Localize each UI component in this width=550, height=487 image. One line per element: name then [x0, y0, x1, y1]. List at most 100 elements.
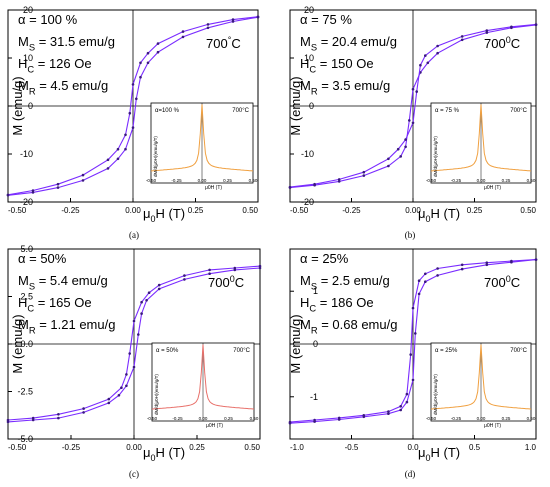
hc-label: HC = 186 Oe	[300, 295, 374, 314]
data-point	[256, 15, 260, 19]
data-point	[399, 405, 403, 408]
data-point	[146, 51, 150, 55]
data-point	[337, 180, 341, 183]
data-point	[6, 420, 10, 424]
x-tick-label: 0.50	[242, 206, 258, 215]
data-point	[485, 29, 489, 32]
inset-derivative-curve	[151, 344, 255, 410]
y-tick-label: 20	[304, 5, 314, 15]
inset-x-tick-label: -0.25	[172, 416, 183, 421]
inset-derivative-curve	[150, 104, 254, 172]
data-point	[206, 26, 210, 30]
data-point	[116, 147, 120, 151]
mr-label: MR = 0.68 emu/g	[300, 317, 397, 336]
data-point	[362, 174, 366, 177]
hysteresis-branch-1	[289, 24, 537, 189]
data-point	[6, 194, 10, 197]
inset-temperature: 700°C	[233, 348, 250, 354]
ms-label: MS = 31.5 emu/g	[18, 34, 115, 53]
ms-label: MS = 5.4 emu/g	[18, 273, 108, 292]
panel-tag: (b)	[405, 230, 416, 240]
y-tick-label: -10	[20, 149, 33, 159]
data-point	[117, 394, 121, 397]
alpha-label: α = 25%	[300, 251, 349, 266]
data-point	[31, 418, 35, 422]
data-point	[137, 333, 140, 336]
y-tick-label: 1	[313, 286, 318, 296]
y-tick-label: 10	[304, 53, 314, 63]
hc-label: HC = 165 Oe	[18, 295, 92, 314]
y-tick-label: 0.0	[20, 339, 33, 349]
data-point	[157, 287, 161, 291]
inset-x-tick-label: -0.50	[147, 416, 158, 421]
inset: α = 50% 700°C dM/d(μ0H)(emu/g/T)-0.50 -0.25…	[147, 342, 259, 429]
data-point	[417, 292, 421, 296]
data-point	[460, 35, 464, 38]
data-point	[56, 182, 60, 186]
data-point	[233, 266, 237, 270]
inset-x-tick-label: -0.25	[451, 178, 462, 183]
x-tick-label: 0.0	[407, 443, 419, 452]
inset-y-label: dM/d(μ0H)(emu/g/T)	[153, 136, 158, 177]
y-axis-label: M (emu/g)	[10, 76, 25, 135]
data-point	[396, 147, 400, 151]
inset-x-label: μ0H (T)	[484, 185, 501, 191]
data-point	[231, 20, 235, 23]
y-tick-label: 10	[23, 53, 33, 63]
x-tick-label: -0.25	[342, 206, 361, 215]
inset-x-tick-label: -0.50	[426, 416, 437, 421]
data-point	[414, 332, 417, 335]
data-point	[139, 61, 142, 65]
inset: α = 75 % 700°C dM/d(μ0H)(emu/g/T)-0.50 -0.2…	[426, 102, 536, 191]
data-point	[147, 291, 151, 295]
data-point	[362, 170, 366, 174]
data-point	[426, 61, 430, 65]
inset-x-tick-label: 0.25	[502, 178, 511, 183]
data-point	[181, 35, 185, 39]
data-point	[510, 25, 513, 29]
data-point	[337, 178, 341, 181]
temperature-label: 7000C	[208, 274, 244, 290]
alpha-label: α = 100 %	[18, 12, 78, 27]
x-tick-label: 0.25	[189, 443, 205, 452]
data-point	[534, 258, 538, 261]
inset-x-tick-label: 0.50	[249, 178, 258, 183]
data-point	[258, 264, 262, 268]
y-axis-label: M (emu/g)	[10, 314, 25, 373]
data-point	[183, 274, 186, 277]
data-point	[106, 158, 110, 162]
x-axis-label: μ0H (T)	[418, 445, 460, 463]
x-tick-label: 0.50	[244, 443, 260, 452]
data-point	[57, 416, 60, 420]
chart-panel-3: -0.50 -0.25 0.00 0.25 0.50 5.0 2.5 0.0 -2.5 -5.0 M…	[6, 244, 262, 479]
data-point	[156, 50, 160, 54]
data-point	[106, 167, 110, 170]
data-point	[405, 392, 409, 396]
data-point	[81, 173, 85, 177]
hysteresis-branch-2	[7, 267, 261, 423]
data-point	[460, 263, 464, 267]
data-point	[404, 138, 407, 141]
y-tick-label: -20	[301, 197, 314, 207]
data-point	[208, 268, 211, 272]
inset-x-tick-label: 0.50	[527, 416, 536, 421]
inset-x-tick-label: -0.50	[426, 178, 437, 183]
data-point	[415, 90, 419, 93]
inset: α=100 % 700°C dM/d(μ0H)(emu/g/T)-0.50 -0.25…	[146, 102, 258, 191]
inset-temperature: 700°C	[510, 108, 527, 114]
y-tick-label: -2.5	[17, 387, 33, 397]
panel-tag: (c)	[129, 469, 139, 479]
data-point	[460, 38, 464, 42]
inset-x-label: μ0H (T)	[206, 423, 223, 429]
chart-panel-4: -1.0 -0.5 0.0 0.5 1.010-1M (emu/g)μ0H (T)α =…	[288, 248, 538, 479]
hc-label: HC = 150 Oe	[300, 56, 374, 75]
inset-temperature: 700°C	[232, 108, 249, 114]
panel-tag: (a)	[129, 230, 139, 240]
inset-title: α = 50%	[156, 348, 179, 354]
alpha-label: α = 75 %	[300, 12, 352, 27]
inset-y-label: dM/d(μ0H)(emu/g/T)	[433, 374, 438, 415]
data-point	[156, 42, 160, 45]
data-point	[107, 397, 111, 401]
hysteresis-branch-2	[289, 23, 537, 188]
data-point	[424, 280, 427, 284]
